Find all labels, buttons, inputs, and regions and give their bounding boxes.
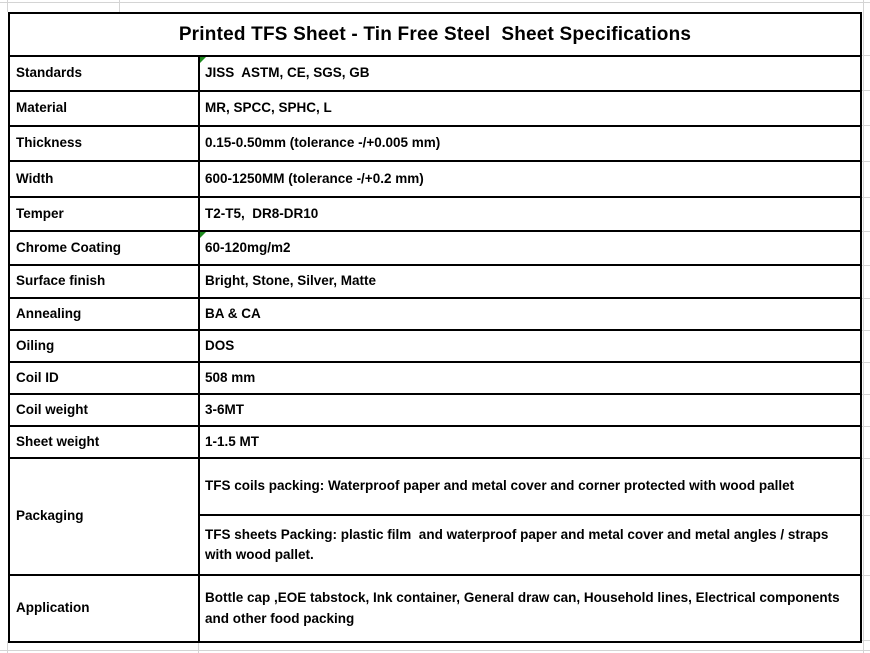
gridline (861, 265, 870, 266)
spec-value-text: 60-120mg/m2 (205, 239, 291, 255)
spec-label-cell[interactable]: Annealing (8, 297, 200, 331)
gridline (0, 650, 870, 651)
row-material: Material MR, SPCC, SPHC, L (8, 90, 862, 127)
spec-label-cell[interactable]: Temper (8, 196, 200, 232)
gridline (861, 515, 870, 516)
spec-label-cell[interactable]: Application (8, 574, 200, 643)
gridline (861, 575, 870, 576)
gridline (7, 641, 8, 653)
spec-value-cell[interactable]: TFS sheets Packing: plastic film and wat… (198, 514, 862, 576)
title-row: Printed TFS Sheet - Tin Free Steel Sheet… (8, 12, 862, 57)
row-annealing: Annealing BA & CA (8, 297, 862, 331)
spec-value-cell[interactable]: DOS (198, 329, 862, 363)
row-standards: Standards JISS ASTM, CE, SGS, GB (8, 55, 862, 92)
row-packaging-coils: Packaging TFS coils packing: Waterproof … (8, 457, 862, 576)
spec-value-cell[interactable]: 600-1250MM (tolerance -/+0.2 mm) (198, 160, 862, 198)
gridline (861, 330, 870, 331)
gridline (861, 426, 870, 427)
row-sheet-weight: Sheet weight 1-1.5 MT (8, 425, 862, 459)
row-application: Application Bottle cap ,EOE tabstock, In… (8, 574, 862, 643)
gridline (861, 231, 870, 232)
spec-label-cell[interactable]: Material (8, 90, 200, 127)
error-indicator-icon (201, 233, 206, 238)
row-thickness: Thickness 0.15-0.50mm (tolerance -/+0.00… (8, 125, 862, 162)
spec-value-cell[interactable]: Bottle cap ,EOE tabstock, Ink container,… (198, 574, 862, 643)
spec-label-cell[interactable]: Packaging (8, 457, 200, 576)
row-surface-finish: Surface finish Bright, Stone, Silver, Ma… (8, 264, 862, 299)
spec-value-cell[interactable]: BA & CA (198, 297, 862, 331)
gridline (863, 0, 864, 653)
gridline (861, 298, 870, 299)
row-width: Width 600-1250MM (tolerance -/+0.2 mm) (8, 160, 862, 198)
gridline (861, 90, 870, 91)
spec-value-cell[interactable]: 3-6MT (198, 393, 862, 427)
gridline (0, 2, 870, 3)
spec-value-cell[interactable]: 0.15-0.50mm (tolerance -/+0.005 mm) (198, 125, 862, 162)
gridline (7, 0, 8, 12)
spec-value-text: JISS ASTM, CE, SGS, GB (205, 65, 370, 81)
spec-label-cell[interactable]: Chrome Coating (8, 230, 200, 266)
spec-label-cell[interactable]: Thickness (8, 125, 200, 162)
spec-label-cell[interactable]: Width (8, 160, 200, 198)
gridline (861, 55, 870, 56)
gridline (861, 362, 870, 363)
spec-value-cell[interactable]: 60-120mg/m2 (198, 230, 862, 266)
spec-value-cell[interactable]: MR, SPCC, SPHC, L (198, 90, 862, 127)
row-packaging-sheets: TFS sheets Packing: plastic film and wat… (9, 514, 862, 576)
row-chrome-coating: Chrome Coating 60-120mg/m2 (8, 230, 862, 266)
spec-value-cell[interactable]: 1-1.5 MT (198, 425, 862, 459)
gridline (861, 640, 870, 641)
spec-label-cell[interactable]: Standards (8, 55, 200, 92)
row-coil-id: Coil ID 508 mm (8, 361, 862, 395)
spec-value-cell[interactable]: JISS ASTM, CE, SGS, GB (198, 55, 862, 92)
table-title-cell[interactable]: Printed TFS Sheet - Tin Free Steel Sheet… (8, 12, 862, 57)
gridline (861, 394, 870, 395)
row-temper: Temper T2-T5, DR8-DR10 (8, 196, 862, 232)
gridline (861, 161, 870, 162)
gridline (861, 197, 870, 198)
gridline (119, 0, 120, 12)
gridline (198, 641, 199, 653)
gridline (861, 458, 870, 459)
spec-label-cell[interactable]: Coil ID (8, 361, 200, 395)
spec-value-cell[interactable]: T2-T5, DR8-DR10 (198, 196, 862, 232)
spec-value-cell[interactable]: 508 mm (198, 361, 862, 395)
spec-label-cell[interactable]: Sheet weight (8, 425, 200, 459)
error-indicator-icon (201, 58, 206, 63)
spec-label-cell[interactable]: Surface finish (8, 264, 200, 299)
specifications-table: Printed TFS Sheet - Tin Free Steel Sheet… (8, 12, 862, 643)
row-oiling: Oiling DOS (8, 329, 862, 363)
spec-value-cell[interactable]: Bright, Stone, Silver, Matte (198, 264, 862, 299)
spec-label-cell[interactable]: Oiling (8, 329, 200, 363)
spec-value-cell[interactable]: TFS coils packing: Waterproof paper and … (198, 457, 862, 516)
gridline (861, 125, 870, 126)
row-coil-weight: Coil weight 3-6MT (8, 393, 862, 427)
spec-label-cell[interactable]: Coil weight (8, 393, 200, 427)
